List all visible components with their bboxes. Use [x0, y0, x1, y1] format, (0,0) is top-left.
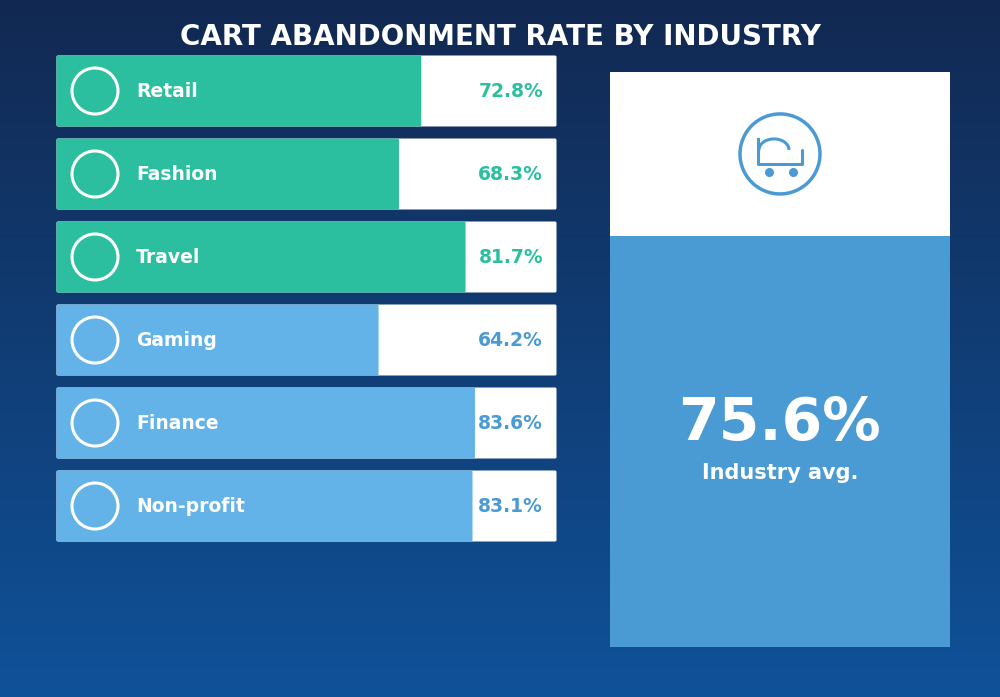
Bar — [610, 72, 950, 236]
FancyBboxPatch shape — [56, 470, 473, 542]
Text: Non-profit: Non-profit — [136, 496, 245, 516]
Text: 68.3%: 68.3% — [478, 164, 543, 183]
Text: 81.7%: 81.7% — [478, 247, 543, 266]
Text: Gaming: Gaming — [136, 330, 217, 349]
Text: Retail: Retail — [136, 82, 198, 100]
Text: Fashion: Fashion — [136, 164, 218, 183]
FancyBboxPatch shape — [56, 388, 556, 459]
FancyBboxPatch shape — [56, 56, 556, 126]
Text: Travel: Travel — [136, 247, 200, 266]
FancyBboxPatch shape — [56, 470, 556, 542]
Text: 83.6%: 83.6% — [478, 413, 543, 433]
Text: Industry avg.: Industry avg. — [702, 464, 858, 484]
FancyBboxPatch shape — [56, 56, 421, 126]
FancyBboxPatch shape — [56, 139, 399, 210]
FancyBboxPatch shape — [56, 388, 475, 459]
FancyBboxPatch shape — [56, 222, 466, 293]
FancyBboxPatch shape — [56, 305, 556, 376]
FancyBboxPatch shape — [56, 139, 556, 210]
FancyBboxPatch shape — [56, 305, 379, 376]
Text: 64.2%: 64.2% — [478, 330, 543, 349]
Text: 75.6%: 75.6% — [679, 395, 881, 452]
Text: Finance: Finance — [136, 413, 219, 433]
Text: 83.1%: 83.1% — [478, 496, 543, 516]
FancyBboxPatch shape — [56, 222, 556, 293]
Bar — [610, 236, 950, 647]
Text: 72.8%: 72.8% — [478, 82, 543, 100]
Text: CART ABANDONMENT RATE BY INDUSTRY: CART ABANDONMENT RATE BY INDUSTRY — [180, 23, 820, 51]
